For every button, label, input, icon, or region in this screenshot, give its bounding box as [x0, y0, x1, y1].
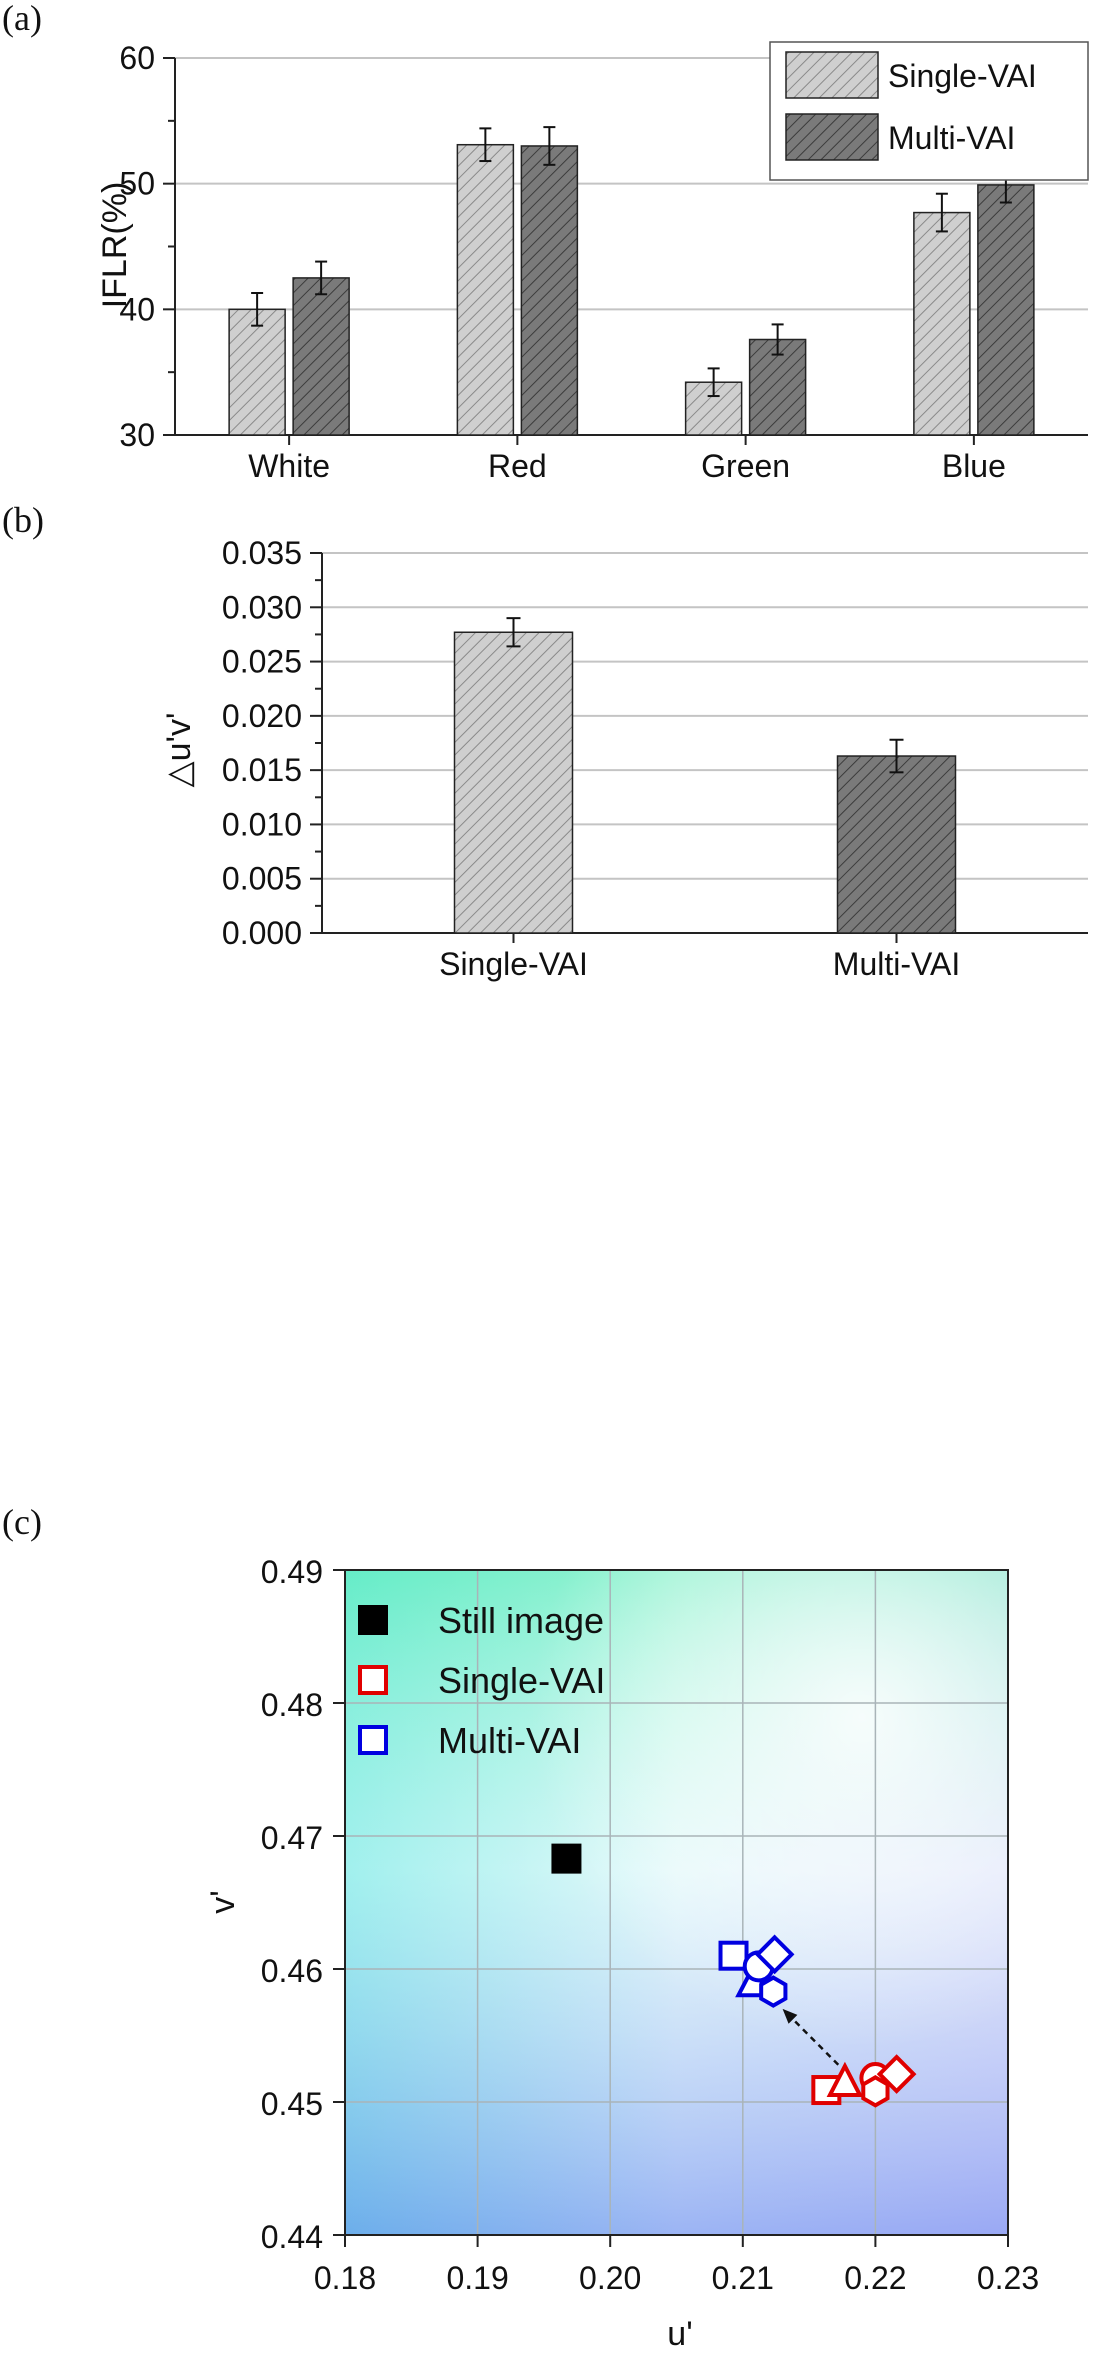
point-still-image-square — [551, 1843, 582, 1874]
xtick-label-0-20: 0.20 — [579, 2260, 641, 2296]
point-multi-vai-hexagon — [759, 1975, 788, 2008]
legend-label-multi-vai: Multi-VAI — [888, 120, 1015, 156]
panel-a-label: (a) — [2, 0, 42, 38]
xtick-label-single-vai: Single-VAI — [439, 946, 588, 982]
legend-marker-single-vai — [358, 1665, 388, 1695]
legend-marker-multi-vai — [358, 1725, 388, 1755]
xtick-label-0-23: 0.23 — [977, 2260, 1039, 2296]
xtick-label-green: Green — [701, 448, 790, 484]
ytick-label-0-030: 0.030 — [222, 589, 302, 625]
xtick-label-0-18: 0.18 — [314, 2260, 376, 2296]
ytick-label-0-015: 0.015 — [222, 752, 302, 788]
panel-b-label: (b) — [2, 500, 44, 540]
point-single-vai-hexagon — [861, 2075, 890, 2108]
ytick-label-0-025: 0.025 — [222, 644, 302, 680]
ytick-label-60: 60 — [119, 40, 155, 76]
plot-frame — [344, 1569, 1009, 2236]
legend-label-single-vai: Single-VAI — [438, 1660, 605, 1701]
bar-multi-vai-red — [520, 145, 579, 436]
legend-label-multi-vai: Multi-VAI — [438, 1720, 581, 1761]
bar-single-vai-blue — [913, 211, 971, 436]
ytick-label-50: 50 — [119, 166, 155, 202]
panel-c-label: (c) — [2, 1502, 42, 1542]
bar-multi-vai-white — [292, 277, 350, 436]
xtick-label-0-19: 0.19 — [446, 2260, 508, 2296]
ytick-label-0-44: 0.44 — [261, 2219, 323, 2255]
ytick-label-0-48: 0.48 — [261, 1687, 323, 1723]
xtick-label-blue: Blue — [942, 448, 1006, 484]
y-axis-label: △u'v' — [160, 712, 198, 787]
bar-single-vai — [453, 631, 574, 934]
legend: Still image Single-VAI Multi-VAI — [358, 1600, 605, 1761]
ytick-label-0-005: 0.005 — [222, 861, 302, 897]
panel-c-cie-scatter: (c) 0.18 0.19 0.20 0.21 0.22 0.23 0.44 0.45 0.46 0… — [2, 1502, 1039, 2353]
ytick-label-30: 30 — [119, 417, 155, 453]
legend-marker-still-image — [358, 1605, 388, 1635]
ytick-label-0-47: 0.47 — [261, 1820, 323, 1856]
panel-b-delta-uv-chart: (b) 0.000 0.005 0.010 0.015 0.020 0.025 0.030 0.… — [2, 500, 1088, 982]
legend-swatch-multi-vai — [785, 113, 879, 161]
shift-arrow-line — [789, 2016, 840, 2066]
ytick-label-0-000: 0.000 — [222, 915, 302, 951]
point-single-vai-diamond — [876, 2054, 917, 2094]
ytick-label-0-035: 0.035 — [222, 535, 302, 571]
legend-label-still-image: Still image — [438, 1600, 604, 1641]
xtick-label-red: Red — [488, 448, 547, 484]
x-axis-label: u' — [667, 2315, 692, 2353]
y-axis-label: v' — [204, 1890, 242, 1914]
bar-multi-vai-green — [748, 338, 807, 436]
xtick-label-0-22: 0.22 — [844, 2260, 906, 2296]
legend-swatch-single-vai — [785, 51, 879, 99]
bar-multi-vai-blue — [977, 184, 1035, 436]
point-multi-vai-square — [718, 1940, 749, 1971]
point-multi-vai-diamond — [754, 1934, 795, 1975]
bar-single-vai-white — [228, 308, 286, 436]
y-axis-label: IFLR(%) — [96, 182, 134, 309]
xtick-label-multi-vai: Multi-VAI — [833, 946, 960, 982]
ytick-label-0-46: 0.46 — [261, 1953, 323, 1989]
bar-multi-vai — [836, 755, 957, 934]
ytick-label-0-49: 0.49 — [261, 1554, 323, 1590]
ytick-label-40: 40 — [119, 291, 155, 327]
ytick-label-0-45: 0.45 — [261, 2086, 323, 2122]
ytick-label-0-020: 0.020 — [222, 698, 302, 734]
plot-background-highlight — [345, 1570, 1008, 2235]
bar-single-vai-green — [684, 381, 743, 436]
ytick-label-0-010: 0.010 — [222, 806, 302, 842]
xtick-label-white: White — [248, 448, 330, 484]
legend: Single-VAI Multi-VAI — [769, 41, 1089, 181]
panel-a-iflr-chart: (a) 30 40 50 60 IFLR(%) White Red Green Blue Singl… — [2, 0, 1089, 484]
xtick-label-0-21: 0.21 — [712, 2260, 774, 2296]
shift-arrow-head — [782, 2008, 798, 2024]
legend-label-single-vai: Single-VAI — [888, 58, 1037, 94]
bar-single-vai-red — [456, 143, 515, 436]
point-single-vai-triangle — [826, 2061, 864, 2098]
